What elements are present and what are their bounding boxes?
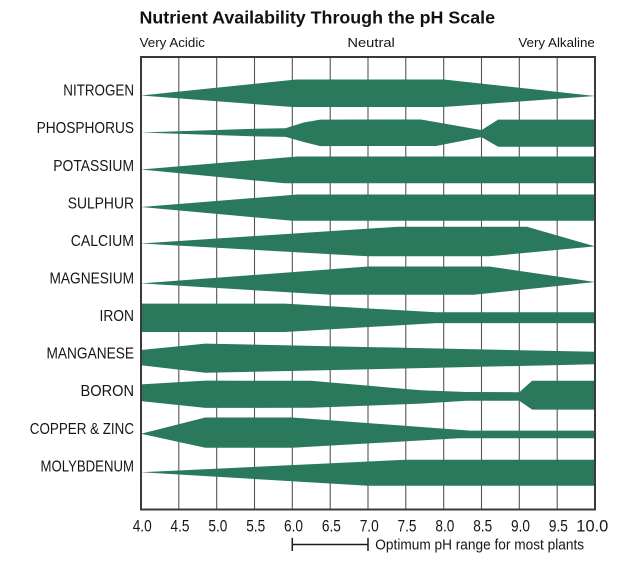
svg-text:Nutrient Availability Through: Nutrient Availability Through the pH Sca… xyxy=(140,8,496,28)
svg-text:COPPER & ZINC: COPPER & ZINC xyxy=(30,421,134,438)
svg-text:NITROGEN: NITROGEN xyxy=(63,83,134,100)
svg-text:MOLYBDENUM: MOLYBDENUM xyxy=(41,458,135,475)
svg-text:5.5: 5.5 xyxy=(246,516,265,535)
svg-text:4.5: 4.5 xyxy=(171,516,190,535)
svg-text:MANGANESE: MANGANESE xyxy=(47,346,135,363)
svg-text:PHOSPHORUS: PHOSPHORUS xyxy=(37,120,134,137)
svg-text:6.0: 6.0 xyxy=(284,516,303,535)
svg-text:Very Alkaline: Very Alkaline xyxy=(518,35,594,50)
svg-text:9.0: 9.0 xyxy=(511,516,530,535)
svg-text:6.5: 6.5 xyxy=(322,516,341,535)
svg-text:8.0: 8.0 xyxy=(435,516,454,535)
svg-text:IRON: IRON xyxy=(100,308,135,325)
svg-text:Very Acidic: Very Acidic xyxy=(140,35,206,50)
svg-text:POTASSIUM: POTASSIUM xyxy=(53,158,134,175)
svg-text:MAGNESIUM: MAGNESIUM xyxy=(50,271,135,288)
svg-text:5.0: 5.0 xyxy=(208,516,227,535)
svg-text:4.0: 4.0 xyxy=(133,516,152,535)
svg-text:8.5: 8.5 xyxy=(473,516,492,535)
svg-text:Optimum pH range for most plan: Optimum pH range for most plants xyxy=(375,538,584,554)
svg-text:9.5: 9.5 xyxy=(549,516,568,535)
svg-text:7.5: 7.5 xyxy=(398,516,417,535)
svg-text:7.0: 7.0 xyxy=(360,516,379,535)
svg-text:10.0: 10.0 xyxy=(576,516,608,535)
svg-text:Neutral: Neutral xyxy=(347,35,394,50)
svg-text:BORON: BORON xyxy=(81,383,135,400)
svg-text:SULPHUR: SULPHUR xyxy=(68,195,134,212)
svg-text:CALCIUM: CALCIUM xyxy=(71,233,134,250)
